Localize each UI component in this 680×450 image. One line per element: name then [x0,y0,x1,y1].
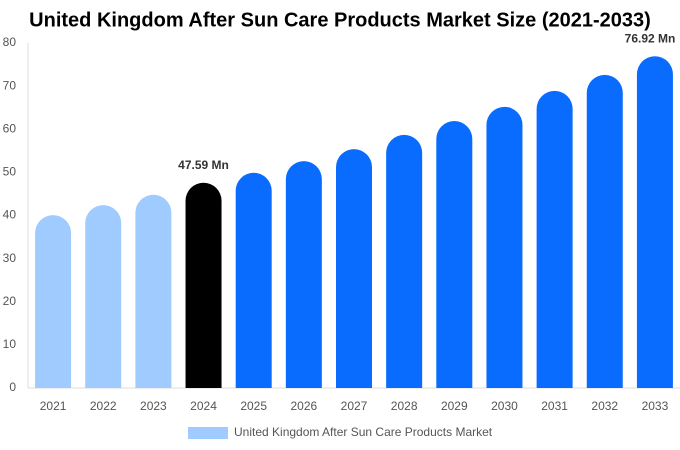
y-tick-label: 80 [3,35,17,49]
x-tick-label: 2029 [441,399,468,413]
x-tick-label: 2028 [391,399,418,413]
x-tick-label: 2022 [90,399,117,413]
bar [586,74,623,388]
x-tick-label: 2023 [140,399,167,413]
bar [536,90,573,389]
y-tick-label: 0 [9,380,16,394]
x-tick-label: 2024 [190,399,217,413]
x-tick-label: 2030 [491,399,518,413]
x-tick-label: 2033 [642,399,669,413]
chart-title: United Kingdom After Sun Care Products M… [29,9,651,31]
bar [85,205,122,388]
x-tick-label: 2031 [541,399,568,413]
y-tick-label: 50 [3,165,17,179]
x-tick-label: 2025 [240,399,267,413]
legend-swatch [188,427,228,439]
bar [285,161,322,388]
y-tick-label: 10 [3,337,17,351]
x-tick-label: 2032 [591,399,618,413]
x-tick-label: 2027 [341,399,368,413]
x-tick-label: 2026 [290,399,317,413]
bar [386,134,423,388]
y-tick-label: 60 [3,121,17,135]
legend-label: United Kingdom After Sun Care Products M… [234,425,493,439]
x-tick-label: 2021 [40,399,67,413]
bar [135,194,172,388]
bar [436,121,473,388]
y-tick-label: 20 [3,294,17,308]
y-tick-label: 70 [3,78,17,92]
data-label: 47.59 Mn [178,158,229,172]
y-tick-label: 40 [3,208,17,222]
bar [636,56,673,389]
data-label: 76.92 Mn [625,31,676,45]
bar [185,182,222,388]
y-tick-label: 30 [3,251,17,265]
bar [486,106,523,388]
bar [336,149,372,388]
bar [235,172,272,388]
bar [35,215,72,388]
